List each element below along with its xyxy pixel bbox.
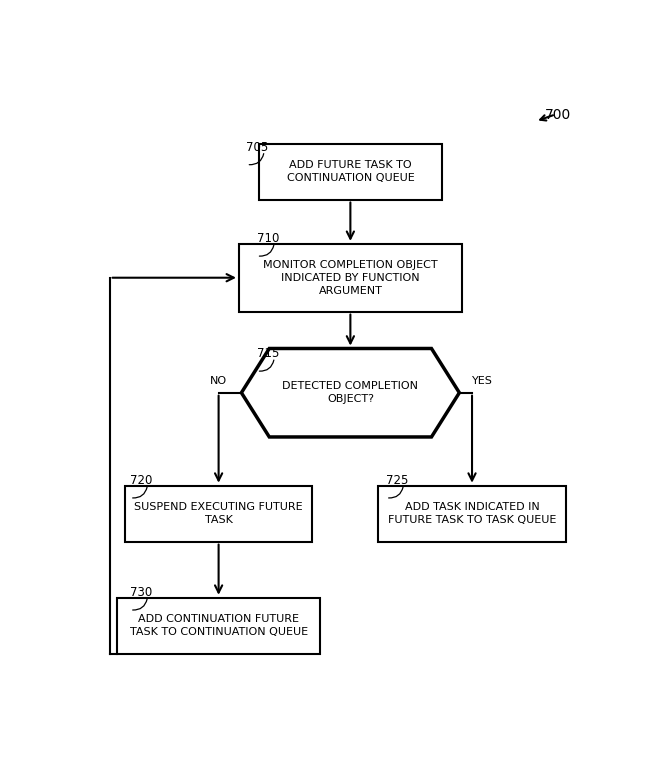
Text: 700: 700 [545, 109, 571, 123]
Text: 720: 720 [130, 474, 152, 487]
Text: 710: 710 [256, 232, 279, 245]
FancyBboxPatch shape [239, 244, 462, 312]
Text: 715: 715 [256, 347, 279, 360]
Text: YES: YES [472, 375, 492, 385]
Text: DETECTED COMPLETION
OBJECT?: DETECTED COMPLETION OBJECT? [283, 381, 419, 404]
FancyBboxPatch shape [125, 486, 313, 542]
Text: SUSPEND EXECUTING FUTURE
TASK: SUSPEND EXECUTING FUTURE TASK [134, 502, 303, 525]
Text: 730: 730 [130, 586, 152, 599]
Text: ADD CONTINUATION FUTURE
TASK TO CONTINUATION QUEUE: ADD CONTINUATION FUTURE TASK TO CONTINUA… [129, 614, 307, 637]
Text: MONITOR COMPLETION OBJECT
INDICATED BY FUNCTION
ARGUMENT: MONITOR COMPLETION OBJECT INDICATED BY F… [263, 260, 438, 296]
Text: ADD FUTURE TASK TO
CONTINUATION QUEUE: ADD FUTURE TASK TO CONTINUATION QUEUE [286, 160, 414, 183]
FancyBboxPatch shape [378, 486, 566, 542]
FancyBboxPatch shape [117, 597, 320, 653]
Polygon shape [241, 349, 459, 437]
Text: 705: 705 [247, 141, 269, 154]
FancyBboxPatch shape [259, 143, 441, 200]
Text: ADD TASK INDICATED IN
FUTURE TASK TO TASK QUEUE: ADD TASK INDICATED IN FUTURE TASK TO TAS… [388, 502, 556, 525]
Text: 725: 725 [386, 474, 408, 487]
Text: NO: NO [210, 375, 227, 385]
